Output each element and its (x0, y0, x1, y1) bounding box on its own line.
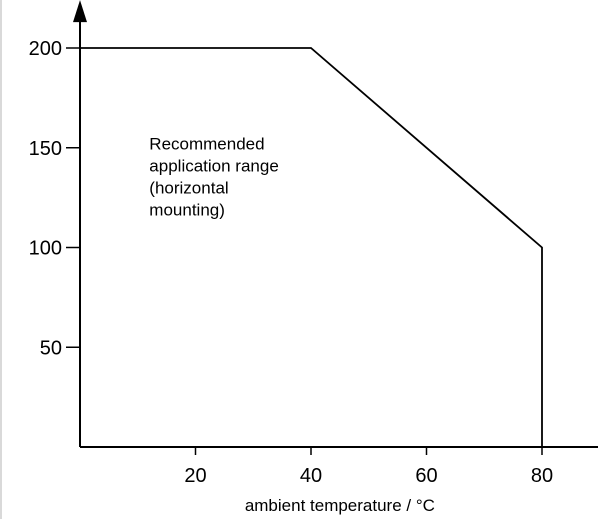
x-tick-label: 20 (184, 465, 206, 487)
annotation-layer: Recommended application range (horizontal m… (149, 135, 278, 220)
x-tick-label: 80 (531, 465, 553, 487)
series-layer (79, 47, 543, 448)
x-axis-label: ambient temperature / °C (245, 496, 435, 515)
annotation-text: Recommended application range (horizontal m… (149, 135, 278, 220)
series-line (80, 47, 543, 447)
annotation-line: application range (149, 157, 278, 176)
left-frame-rule (0, 0, 2, 519)
x-tick-label: 40 (300, 465, 322, 487)
y-tick-label: 50 (40, 337, 62, 359)
x-tick-label: 60 (415, 465, 437, 487)
annotation-line: (horizontal (149, 179, 228, 198)
y-tick-label: 150 (29, 138, 62, 160)
axes (73, 0, 598, 448)
annotation-line: Recommended (149, 135, 264, 154)
y-axis-arrow (73, 0, 87, 23)
annotation-line: mounting) (149, 201, 225, 220)
ticks: 20 40 60 80 50 100 150 200 (29, 38, 554, 487)
y-tick-label: 200 (29, 38, 62, 60)
y-tick-label: 100 (29, 238, 62, 260)
